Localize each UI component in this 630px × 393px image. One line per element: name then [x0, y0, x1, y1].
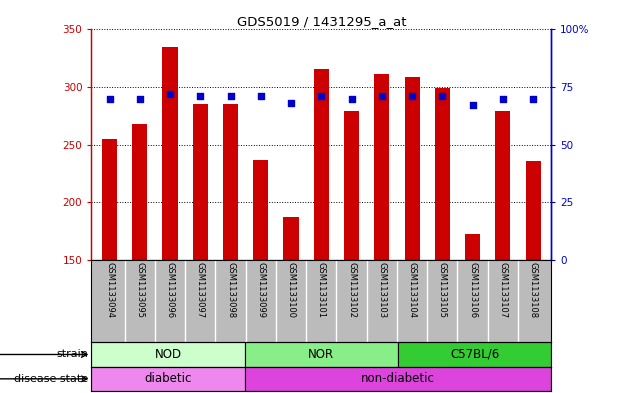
Point: [135, 95, 145, 102]
Bar: [102, 139, 117, 260]
Bar: [244, 342, 398, 367]
Bar: [91, 342, 244, 367]
Point: [498, 95, 508, 102]
Text: diabetic: diabetic: [144, 372, 192, 386]
Point: [226, 93, 236, 99]
Text: GSM1133107: GSM1133107: [498, 262, 507, 318]
Bar: [495, 111, 510, 260]
Text: GSM1133108: GSM1133108: [529, 262, 537, 318]
Text: GSM1133094: GSM1133094: [105, 262, 114, 318]
Text: GSM1133106: GSM1133106: [468, 262, 477, 318]
Bar: [244, 367, 551, 391]
Text: GSM1133100: GSM1133100: [287, 262, 295, 318]
Point: [316, 93, 326, 99]
Bar: [284, 217, 299, 260]
Point: [165, 91, 175, 97]
Text: strain: strain: [56, 349, 88, 360]
Point: [195, 93, 205, 99]
Bar: [525, 161, 541, 260]
Bar: [404, 77, 420, 260]
Text: GSM1133097: GSM1133097: [196, 262, 205, 318]
Text: non-diabetic: non-diabetic: [361, 372, 435, 386]
Point: [377, 93, 387, 99]
Point: [346, 95, 357, 102]
Text: GSM1133096: GSM1133096: [166, 262, 175, 318]
Text: disease state: disease state: [14, 374, 88, 384]
Bar: [374, 74, 389, 260]
Text: GSM1133103: GSM1133103: [377, 262, 386, 318]
Text: GSM1133095: GSM1133095: [135, 262, 144, 318]
Title: GDS5019 / 1431295_a_at: GDS5019 / 1431295_a_at: [236, 15, 406, 28]
Text: GSM1133099: GSM1133099: [256, 262, 265, 318]
Point: [528, 95, 538, 102]
Text: GSM1133101: GSM1133101: [317, 262, 326, 318]
Text: GSM1133105: GSM1133105: [438, 262, 447, 318]
Text: C57BL/6: C57BL/6: [450, 348, 499, 361]
Bar: [398, 342, 551, 367]
Text: GSM1133104: GSM1133104: [408, 262, 416, 318]
Point: [256, 93, 266, 99]
Point: [286, 100, 296, 107]
Point: [467, 102, 478, 108]
Bar: [163, 47, 178, 260]
Bar: [223, 104, 238, 260]
Bar: [253, 160, 268, 260]
Bar: [344, 111, 359, 260]
Point: [407, 93, 417, 99]
Text: NOR: NOR: [308, 348, 335, 361]
Point: [105, 95, 115, 102]
Point: [437, 93, 447, 99]
Bar: [435, 88, 450, 260]
Text: GSM1133098: GSM1133098: [226, 262, 235, 318]
Text: GSM1133102: GSM1133102: [347, 262, 356, 318]
Text: NOD: NOD: [154, 348, 181, 361]
Bar: [132, 124, 147, 260]
Bar: [465, 235, 480, 260]
Bar: [314, 69, 329, 260]
Bar: [193, 104, 208, 260]
Bar: [91, 367, 244, 391]
